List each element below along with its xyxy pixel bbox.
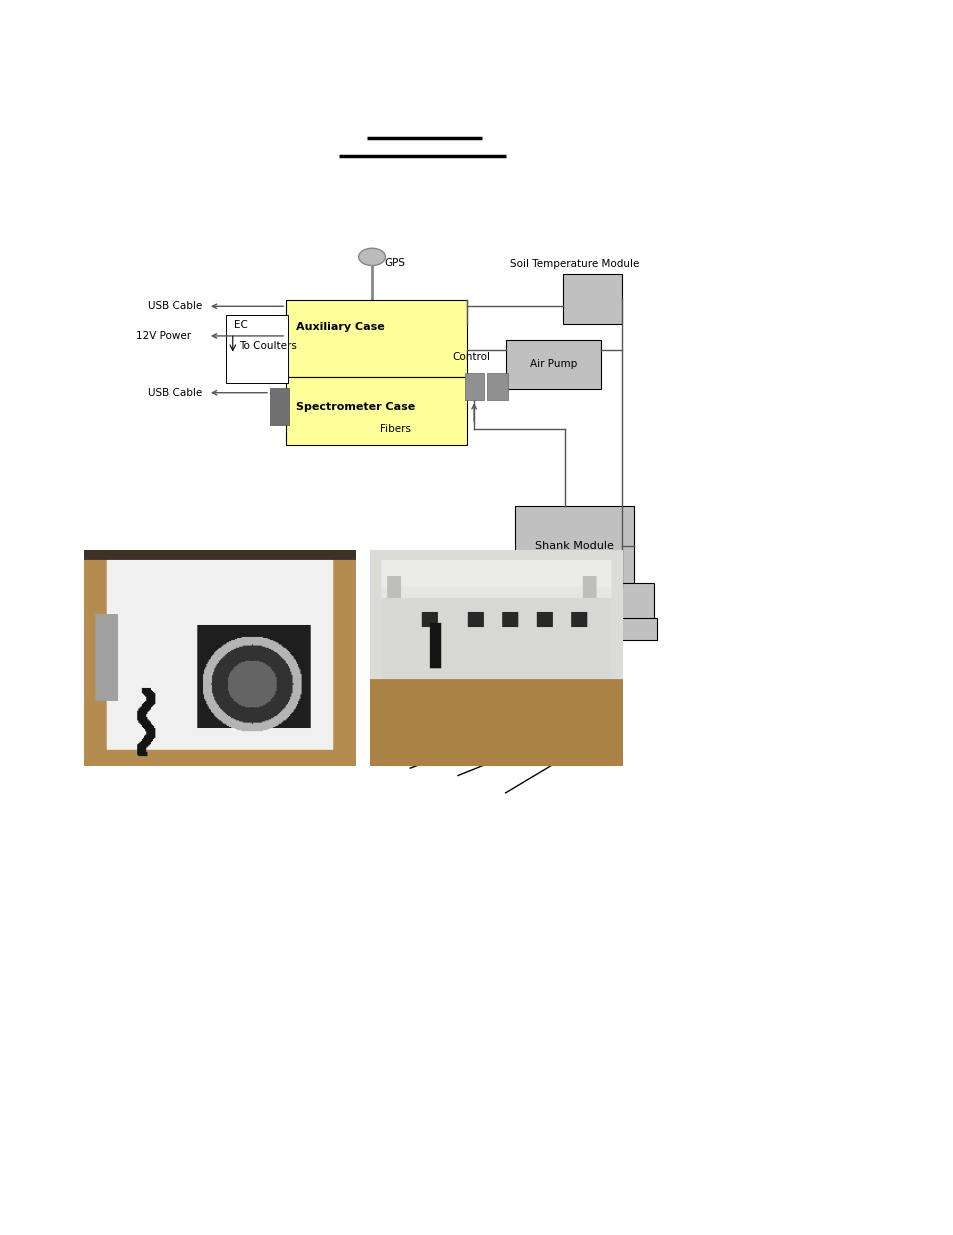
Bar <box>607 618 657 640</box>
Text: EC: EC <box>233 320 248 330</box>
Text: Temperature Sensor: Temperature Sensor <box>436 634 549 643</box>
Ellipse shape <box>358 248 385 266</box>
Bar <box>486 373 507 400</box>
Bar <box>464 373 483 400</box>
Text: Fibers: Fibers <box>379 424 410 433</box>
Text: Spectrometer Case: Spectrometer Case <box>295 403 415 412</box>
Text: Control: Control <box>452 352 490 362</box>
Text: Auxiliary Case: Auxiliary Case <box>295 322 384 332</box>
Text: 12V Power: 12V Power <box>136 331 192 341</box>
Text: Air Pump: Air Pump <box>529 359 577 369</box>
Text: Shank Module: Shank Module <box>535 541 614 552</box>
Bar <box>562 274 621 324</box>
Bar <box>515 506 634 587</box>
Bar <box>505 340 600 389</box>
Bar <box>286 300 467 377</box>
Text: To Coulters: To Coulters <box>239 341 297 351</box>
Bar <box>270 388 289 425</box>
Bar <box>286 377 467 445</box>
Text: USB Cable: USB Cable <box>148 301 202 311</box>
Text: GPS: GPS <box>384 258 405 268</box>
Bar <box>226 315 288 383</box>
Text: Soil Temperature Module: Soil Temperature Module <box>510 259 639 269</box>
Bar <box>494 583 654 622</box>
Text: USB Cable: USB Cable <box>148 388 202 398</box>
